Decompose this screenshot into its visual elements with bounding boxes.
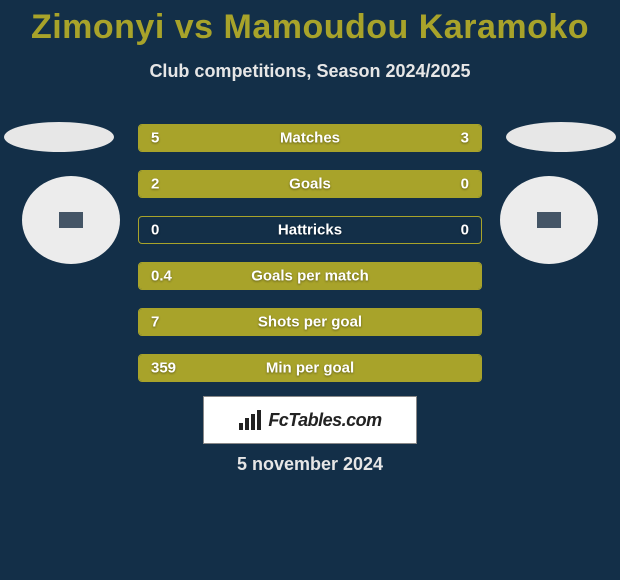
brand-badge: FcTables.com xyxy=(203,396,417,444)
stat-label: Min per goal xyxy=(139,360,481,377)
stat-label: Matches xyxy=(139,130,481,147)
stat-value-right: 3 xyxy=(461,130,469,147)
date-label: 5 november 2024 xyxy=(0,454,620,475)
stat-label: Shots per goal xyxy=(139,314,481,331)
player-shadow-left xyxy=(4,122,114,152)
stat-row: 7 Shots per goal xyxy=(138,308,482,336)
bars-icon xyxy=(238,409,264,431)
stat-label: Hattricks xyxy=(139,222,481,239)
stat-row: 2 Goals 0 xyxy=(138,170,482,198)
flag-icon xyxy=(59,212,83,228)
page-title: Zimonyi vs Mamoudou Karamoko xyxy=(0,0,620,47)
stat-label: Goals per match xyxy=(139,268,481,285)
flag-icon xyxy=(537,212,561,228)
stat-value-right: 0 xyxy=(461,176,469,193)
player-badge-left xyxy=(22,176,120,264)
stat-row: 0 Hattricks 0 xyxy=(138,216,482,244)
player-badge-right xyxy=(500,176,598,264)
player-shadow-right xyxy=(506,122,616,152)
stat-label: Goals xyxy=(139,176,481,193)
stat-row: 5 Matches 3 xyxy=(138,124,482,152)
brand-text: FcTables.com xyxy=(268,410,381,431)
stat-value-right: 0 xyxy=(461,222,469,239)
stats-chart: 5 Matches 3 2 Goals 0 0 Hattricks 0 0.4 … xyxy=(138,124,482,400)
subtitle: Club competitions, Season 2024/2025 xyxy=(0,61,620,82)
stat-row: 359 Min per goal xyxy=(138,354,482,382)
comparison-infographic: Zimonyi vs Mamoudou Karamoko Club compet… xyxy=(0,0,620,580)
stat-row: 0.4 Goals per match xyxy=(138,262,482,290)
